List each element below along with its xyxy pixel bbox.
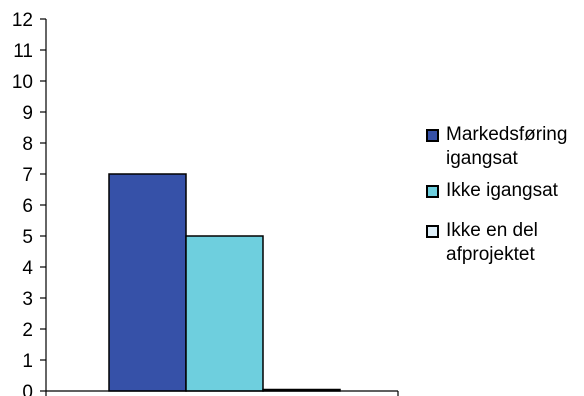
y-tick-label: 5 [22, 227, 33, 248]
legend: Markedsføring igangsat Ikke igangsat Ikk… [426, 123, 584, 279]
y-tick-label: 0 [22, 382, 33, 396]
y-tick-label: 10 [12, 72, 33, 93]
legend-label-ikke-en-del-line1: Ikke en del [446, 220, 538, 241]
y-tick-label: 4 [22, 258, 33, 279]
y-tick-label: 8 [22, 134, 33, 155]
y-tick-label: 11 [13, 41, 33, 62]
legend-swatch-ikke-en-del [426, 225, 439, 238]
y-tick-label: 2 [22, 320, 33, 341]
legend-swatch-ikke-igangsat [426, 185, 439, 198]
legend-item-markedsforing: Markedsføring igangsat [426, 123, 584, 171]
y-tick-label: 6 [22, 196, 33, 217]
legend-item-ikke-igangsat: Ikke igangsat [426, 179, 584, 203]
bars [108, 173, 341, 392]
y-tick-label: 12 [12, 10, 33, 31]
bar-1 [185, 235, 264, 392]
legend-label-ikke-igangsat: Ikke igangsat [446, 180, 558, 201]
y-tick-label: 7 [22, 165, 33, 186]
legend-label-ikke-en-del-line2: afprojektet [446, 244, 535, 265]
bar-0 [108, 173, 187, 392]
y-tick-label: 3 [22, 289, 33, 310]
legend-swatch-markedsforing [426, 129, 439, 142]
legend-label-markedsforing-line2: igangsat [446, 148, 518, 169]
legend-label-markedsforing-line1: Markedsføring [446, 124, 568, 145]
legend-item-ikke-en-del: Ikke en del afprojektet [426, 219, 584, 267]
y-tick-label: 1 [22, 351, 33, 372]
y-tick-label: 9 [22, 103, 33, 124]
